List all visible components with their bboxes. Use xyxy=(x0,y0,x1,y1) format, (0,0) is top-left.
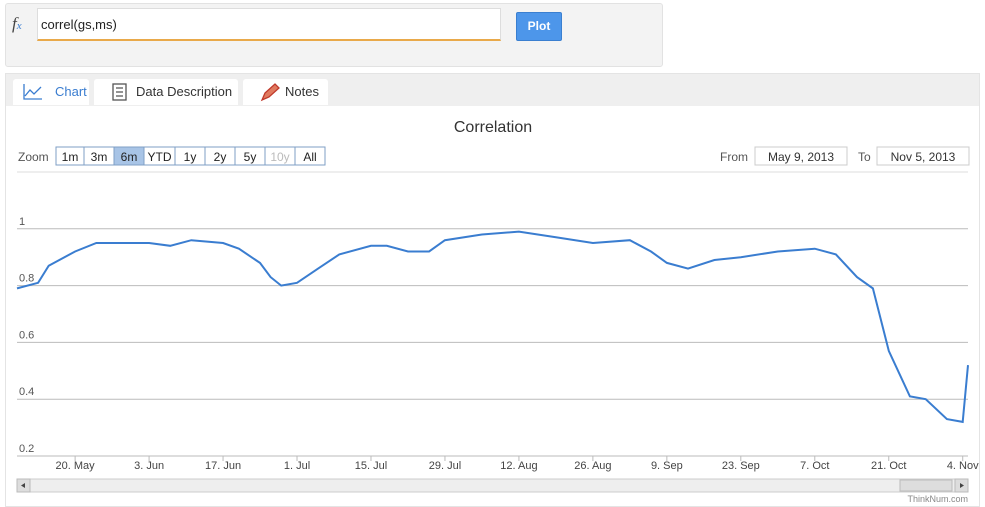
y-tick-label: 0.4 xyxy=(19,386,34,398)
x-tick-label: 17. Jun xyxy=(205,460,241,472)
chart-title: Correlation xyxy=(454,119,532,136)
from-date: May 9, 2013 xyxy=(768,150,834,164)
plot-button[interactable]: Plot xyxy=(516,12,562,41)
zoom-button-label: 1y xyxy=(184,150,197,164)
x-tick-label: 7. Oct xyxy=(800,460,829,472)
credit: ThinkNum.com xyxy=(907,494,968,504)
from-input[interactable] xyxy=(754,146,848,166)
tab-label: Data Description xyxy=(136,84,233,99)
scrollbar[interactable] xyxy=(16,478,969,493)
x-tick-label: 3. Jun xyxy=(134,460,164,472)
x-tick-label: 29. Jul xyxy=(429,460,461,472)
x-tick-label: 26. Aug xyxy=(574,460,611,472)
zoom-button-label: 6m xyxy=(121,150,138,164)
tab-label: Chart xyxy=(55,84,87,99)
x-tick-label: 9. Sep xyxy=(651,460,683,472)
zoom-button-label: All xyxy=(303,150,316,164)
zoom-button-label: YTD xyxy=(148,150,172,164)
y-tick-label: 0.6 xyxy=(19,329,34,341)
y-tick-label: 0.2 xyxy=(19,443,34,455)
scroll-thumb[interactable] xyxy=(899,479,953,492)
to-label: To xyxy=(858,150,871,164)
zoom-label: Zoom xyxy=(18,150,49,164)
x-tick-label: 4. Nov xyxy=(947,460,979,472)
zoom-button-label: 5y xyxy=(244,150,257,164)
x-tick-label: 15. Jul xyxy=(355,460,387,472)
zoom-button-label: 10y xyxy=(270,150,289,164)
formula-input[interactable]: correl(gs,ms) xyxy=(37,8,501,41)
x-tick-label: 12. Aug xyxy=(500,460,537,472)
fx-icon: fx xyxy=(12,14,22,33)
zoom-button[interactable] xyxy=(294,146,326,166)
zoom-button-label: 1m xyxy=(62,150,79,164)
x-tick-label: 1. Jul xyxy=(284,460,310,472)
x-tick-label: 23. Sep xyxy=(722,460,760,472)
tab-chart[interactable]: Chart xyxy=(13,79,89,105)
y-tick-label: 0.8 xyxy=(19,273,34,285)
series-line xyxy=(16,230,969,424)
x-tick-label: 21. Oct xyxy=(871,460,906,472)
zoom-button-label: 3m xyxy=(91,150,108,164)
tab-notes[interactable]: Notes xyxy=(243,79,328,105)
from-label: From xyxy=(720,150,748,164)
tab-label: Notes xyxy=(285,84,319,99)
to-date: Nov 5, 2013 xyxy=(891,150,956,164)
x-tick-label: 20. May xyxy=(56,460,96,472)
y-tick-label: 1 xyxy=(19,216,25,228)
zoom-button-label: 2y xyxy=(214,150,227,164)
to-input[interactable] xyxy=(876,146,970,166)
tab-icons xyxy=(23,83,280,102)
